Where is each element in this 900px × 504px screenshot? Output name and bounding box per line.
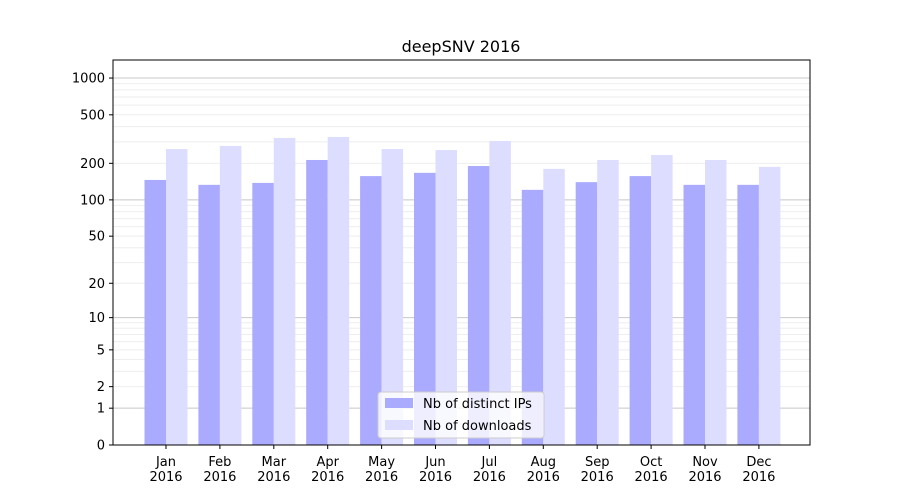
bar-downloads (435, 150, 457, 446)
bar-downloads (381, 149, 404, 445)
y-tick-label: 1000 (72, 72, 105, 87)
y-tick-label: 20 (88, 277, 105, 292)
y-tick-label: 100 (80, 193, 105, 208)
bar-distinct-ips (737, 184, 759, 445)
bar-distinct-ips (467, 166, 490, 446)
legend-label-downloads: Nb of downloads (423, 419, 532, 434)
x-tick-label: Nov 2016 (688, 455, 721, 485)
y-tick-label: 1 (97, 402, 105, 417)
bar-distinct-ips (521, 189, 544, 445)
legend-label-ips: Nb of distinct IPs (423, 397, 532, 412)
x-tick-label: Dec 2016 (742, 455, 775, 485)
x-tick-label: Apr 2016 (311, 455, 344, 485)
bar-downloads (758, 166, 781, 446)
y-tick-label: 500 (80, 108, 105, 123)
x-tick-label: May 2016 (365, 455, 398, 485)
bar-downloads (651, 155, 673, 445)
bar-downloads (166, 149, 188, 445)
y-tick-label: 50 (88, 230, 105, 245)
bar-downloads (705, 159, 727, 445)
x-tick-label: Oct 2016 (635, 455, 668, 485)
bar-distinct-ips (575, 182, 598, 445)
bar-distinct-ips (306, 159, 328, 445)
bar-downloads (219, 145, 242, 446)
bar-downloads (543, 168, 565, 445)
y-tick-label: 5 (97, 343, 105, 358)
bar-distinct-ips (683, 184, 705, 445)
chart-title: deepSNV 2016 (402, 37, 521, 56)
bar-downloads (327, 136, 350, 445)
bar-downloads (597, 159, 619, 445)
x-tick-label: Aug 2016 (527, 455, 560, 485)
y-tick-label: 200 (80, 157, 105, 172)
x-tick-label: Jul 2016 (473, 455, 506, 485)
y-tick-label: 0 (97, 439, 105, 454)
bar-downloads (273, 137, 296, 446)
bar-distinct-ips (360, 176, 382, 445)
x-tick-label: Jan 2016 (149, 455, 182, 485)
bar-distinct-ips (629, 176, 652, 445)
x-tick-label: Feb 2016 (203, 455, 236, 485)
x-tick-label: Mar 2016 (257, 455, 290, 485)
x-tick-label: Jun 2016 (419, 455, 452, 485)
x-tick-label: Sep 2016 (581, 455, 614, 485)
y-tick-label: 10 (88, 311, 105, 326)
bar-distinct-ips (414, 172, 436, 446)
legend-swatch-ips (385, 398, 413, 408)
legend-swatch-downloads (385, 420, 413, 430)
bar-distinct-ips (252, 182, 274, 445)
legend: Nb of distinct IPs Nb of downloads (377, 391, 545, 439)
y-tick-label: 2 (97, 380, 105, 395)
bar-distinct-ips (144, 179, 166, 446)
plot-frame (112, 59, 811, 446)
bar-downloads (489, 140, 511, 445)
bar-distinct-ips (198, 184, 220, 445)
